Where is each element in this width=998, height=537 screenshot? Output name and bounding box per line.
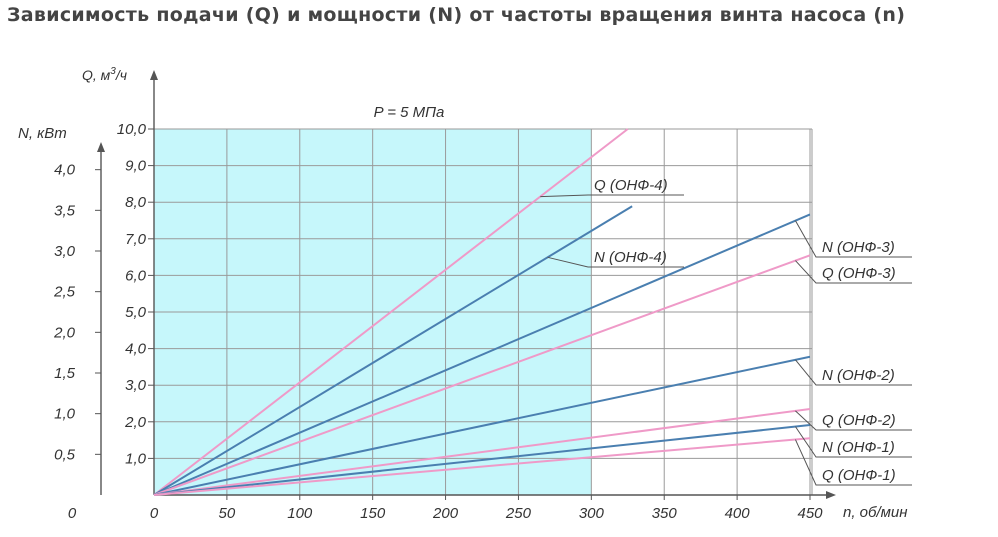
series-line-n-онф-3	[153, 213, 811, 496]
label-leader-line	[795, 359, 912, 386]
x-tick-label: 250	[505, 505, 532, 522]
series-label-text: N (ОНФ-2)	[822, 367, 895, 384]
q-axis-label-sup: 3	[110, 66, 116, 77]
label-leader-line	[795, 410, 912, 431]
x-tick-label: 150	[360, 505, 386, 522]
series-label-n-онф-3: N (ОНФ-3)	[794, 220, 912, 258]
n-tick-label: 2,5	[53, 284, 76, 301]
q-tick-label: 4,0	[125, 341, 147, 358]
label-leader-line	[794, 439, 912, 486]
x-tick-label: 300	[579, 505, 605, 522]
n-tick-label: 1,5	[54, 365, 76, 382]
series-labels: Q (ОНФ-4) N (ОНФ-4) N (ОНФ-3) Q (ОНФ-3) N (О…	[540, 177, 912, 486]
n-tick-label: 1,0	[54, 406, 76, 423]
x-tick-label: 200	[432, 505, 459, 522]
n-tick-label: 3,5	[54, 202, 76, 219]
label-leader-line	[794, 220, 912, 258]
q-axis-arrow	[150, 70, 158, 80]
series-label-text: Q (ОНФ-1)	[822, 467, 896, 484]
n-tick-label: 4,0	[54, 162, 76, 179]
q-axis-label: Q, м3/ч	[82, 66, 127, 83]
x-tick-label: 350	[652, 505, 678, 522]
n-axis-label: N, кВт	[18, 125, 67, 142]
series-label-n-онф-2: N (ОНФ-2)	[795, 359, 912, 386]
x-axis-arrow	[826, 491, 836, 499]
x-tick-label: 0	[150, 505, 159, 522]
n-tick-label: 0	[68, 505, 77, 522]
series-line-n-онф-1	[153, 424, 811, 496]
q-tick-label: 6,0	[125, 267, 147, 284]
series-line-q-онф-2	[153, 407, 811, 496]
q-tick-label: 8,0	[125, 194, 147, 211]
n-tick-label: 2,0	[53, 324, 76, 341]
tick-labels: 0 50 100 150 200 250 300 350 400 450 1,0 2,0 3,0 4,0 5…	[53, 121, 823, 522]
series-label-text: N (ОНФ-1)	[822, 439, 895, 456]
q-axis-label-base: Q, м	[82, 67, 111, 83]
series-line-n-онф-4	[153, 205, 633, 496]
series-line-q-онф-3	[153, 254, 811, 496]
label-leader-line	[547, 256, 684, 268]
label-leader-line	[795, 260, 912, 284]
n-axis-arrow	[97, 142, 105, 152]
q-tick-label: 1,0	[125, 450, 147, 467]
q-tick-label: 3,0	[125, 377, 147, 394]
series-label-q-онф-3: Q (ОНФ-3)	[795, 260, 912, 284]
series-label-n-онф-1: N (ОНФ-1)	[795, 426, 912, 458]
series-label-text: N (ОНФ-3)	[822, 239, 895, 256]
label-leader-line	[540, 194, 684, 198]
pressure-annotation: P = 5 МПа	[374, 104, 445, 121]
q-axis-label-tail: /ч	[115, 67, 127, 83]
series-label-text: Q (ОНФ-3)	[822, 265, 896, 282]
axes	[97, 70, 836, 499]
series-label-q-онф-2: Q (ОНФ-2)	[795, 410, 912, 431]
series-line-n-онф-2	[153, 355, 811, 496]
series-label-text: Q (ОНФ-4)	[594, 177, 668, 194]
x-tick-label: 50	[219, 505, 236, 522]
q-tick-label: 7,0	[125, 231, 147, 248]
q-tick-label: 5,0	[125, 304, 147, 321]
q-tick-label: 2,0	[124, 414, 147, 431]
series-lines	[153, 128, 811, 496]
x-tick-label: 100	[287, 505, 313, 522]
series-label-text: Q (ОНФ-2)	[822, 412, 896, 429]
q-tick-label: 9,0	[125, 158, 147, 175]
label-leader-line	[795, 426, 912, 458]
n-tick-label: 0,5	[54, 446, 76, 463]
q-tick-label: 10,0	[117, 121, 147, 138]
series-label-q-онф-4: Q (ОНФ-4)	[540, 177, 684, 198]
series-label-text: N (ОНФ-4)	[594, 249, 667, 266]
page-title: Зависимость подачи (Q) и мощности (N) от…	[7, 4, 906, 26]
series-label-n-онф-4: N (ОНФ-4)	[547, 249, 684, 268]
x-tick-label: 400	[725, 505, 751, 522]
x-tick-label: 450	[797, 505, 823, 522]
series-label-q-онф-1: Q (ОНФ-1)	[794, 439, 912, 486]
x-axis-label: n, об/мин	[843, 504, 908, 521]
series-line-q-онф-1	[153, 437, 811, 496]
series-line-q-онф-4	[153, 128, 629, 496]
grid	[154, 128, 813, 495]
n-tick-label: 3,0	[54, 243, 76, 260]
